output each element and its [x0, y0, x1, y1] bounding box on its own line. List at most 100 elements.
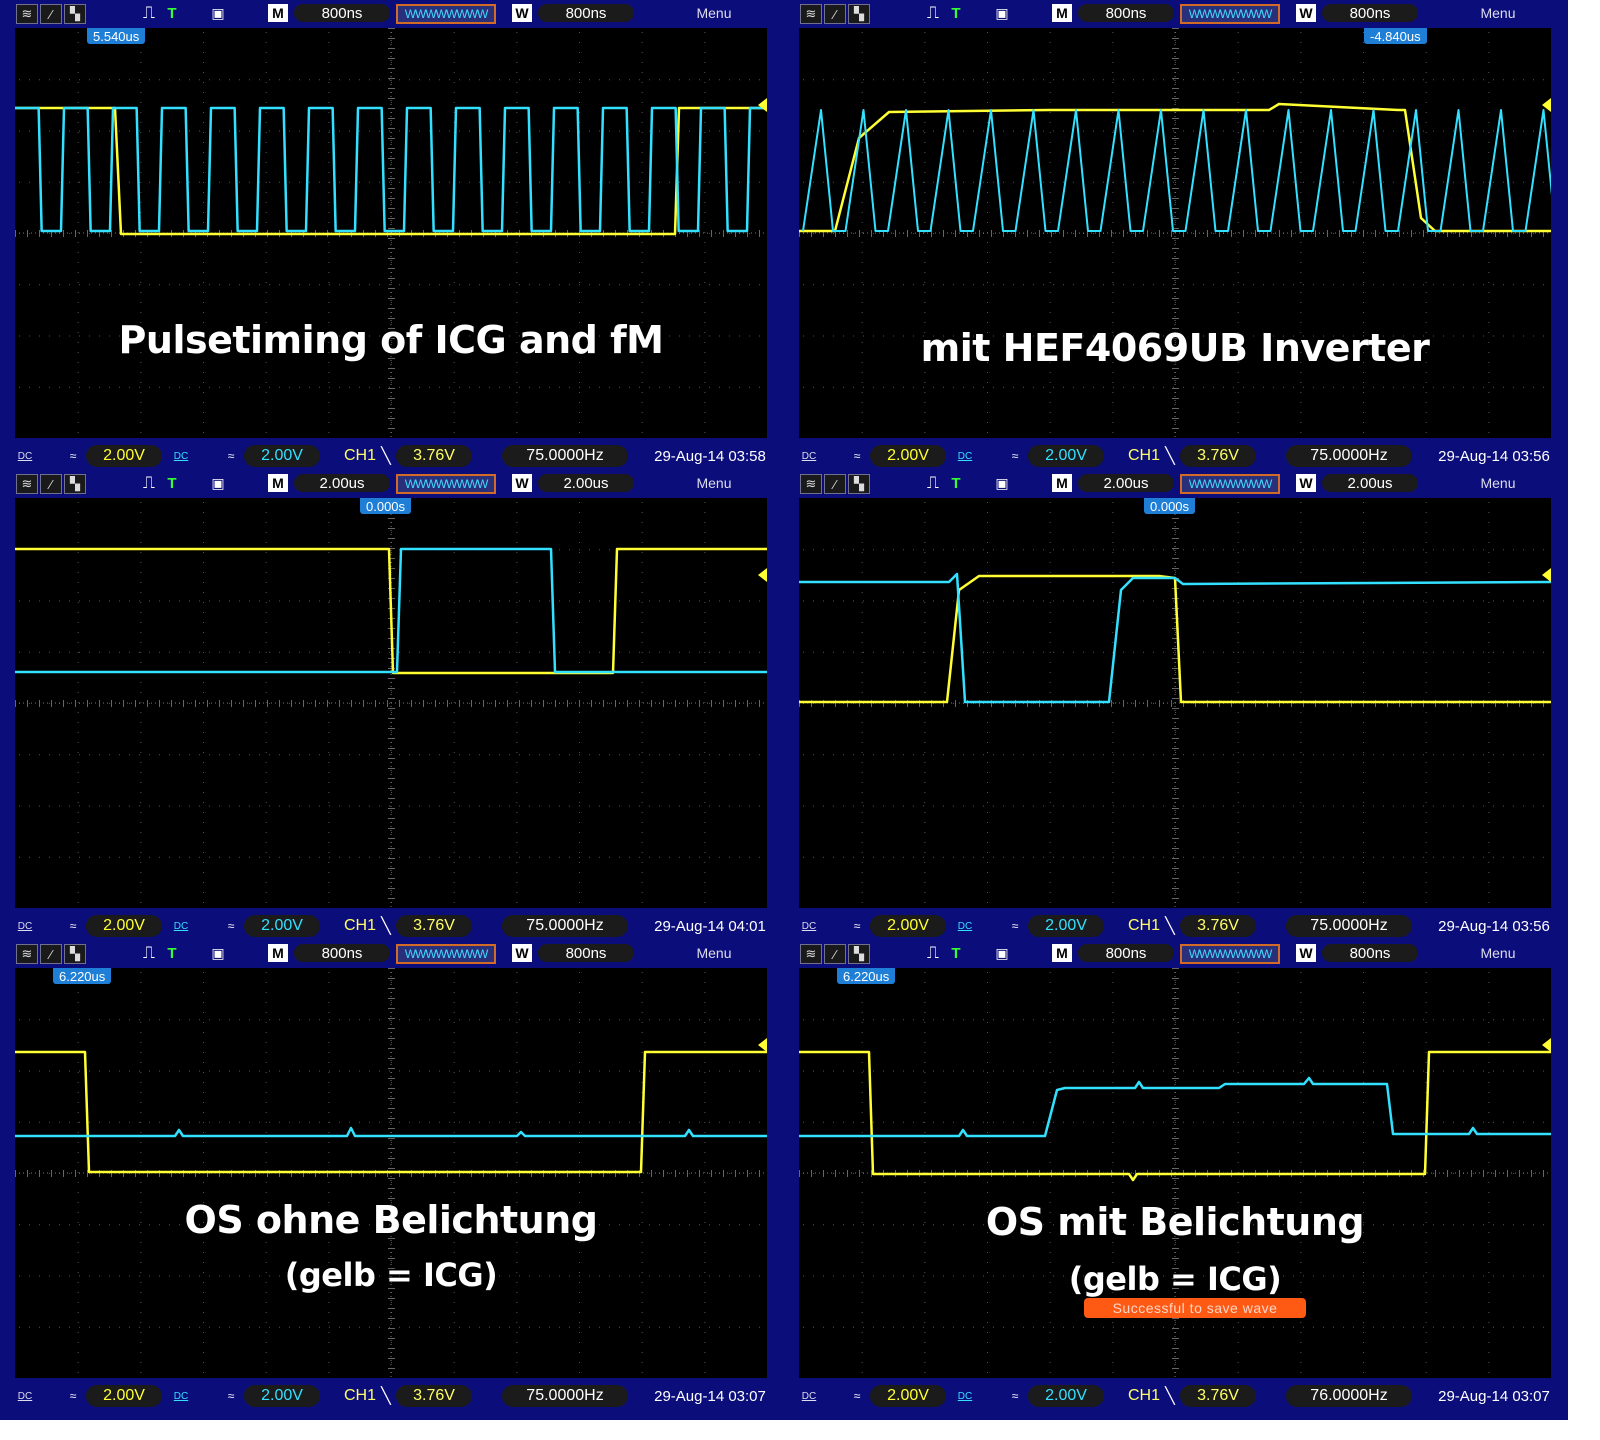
- memory-M-icon[interactable]: M: [268, 474, 288, 492]
- waveform-icon[interactable]: WWWWWWWW: [396, 4, 496, 24]
- memory-M-icon[interactable]: M: [268, 4, 288, 22]
- trigger-time-marker[interactable]: 6.220us: [837, 968, 896, 984]
- ch1-volts[interactable]: 2.00V: [86, 1385, 162, 1407]
- trigger-T-icon[interactable]: T: [167, 474, 177, 492]
- trigger-pulse-icon[interactable]: ⎍: [143, 3, 155, 22]
- trigger-level[interactable]: 3.76V: [396, 1385, 472, 1407]
- trigger-level[interactable]: 3.76V: [1180, 1385, 1256, 1407]
- m-timebase[interactable]: 800ns: [1078, 944, 1174, 962]
- scope-screen[interactable]: 5.540us Pulsetiming of ICG and fM: [15, 28, 767, 438]
- trigger-edge-icon[interactable]: ╲: [1165, 918, 1175, 935]
- window-W-icon[interactable]: W: [512, 474, 532, 492]
- window-W-icon[interactable]: W: [1296, 474, 1316, 492]
- ch1-coupling-icon[interactable]: DC: [801, 450, 817, 462]
- ch1-coupling-icon[interactable]: DC: [17, 1390, 33, 1402]
- fft-icon[interactable]: ▚: [64, 944, 86, 964]
- trigger-T-icon[interactable]: T: [167, 4, 177, 22]
- menu-button[interactable]: Menu: [1470, 4, 1526, 22]
- scope-screen[interactable]: 0.000s Pulsetiming of ICG and SH: [15, 498, 767, 908]
- trigger-T-icon[interactable]: T: [167, 944, 177, 962]
- ch2-volts[interactable]: 2.00V: [1028, 1385, 1104, 1407]
- ch1-offset-arrow-icon[interactable]: [1542, 98, 1551, 112]
- ch2-volts[interactable]: 2.00V: [1028, 445, 1104, 467]
- menu-button[interactable]: Menu: [1470, 944, 1526, 962]
- channel-wave-icon[interactable]: ≋: [800, 944, 822, 964]
- ch2-bw-icon[interactable]: ≈: [1011, 1389, 1019, 1403]
- trigger-level[interactable]: 3.76V: [1180, 445, 1256, 467]
- channel-wave-icon[interactable]: ≋: [16, 4, 38, 24]
- trigger-edge-icon[interactable]: ╲: [1165, 1388, 1175, 1405]
- trigger-edge-icon[interactable]: ╲: [1165, 448, 1175, 465]
- memory-M-icon[interactable]: M: [1052, 4, 1072, 22]
- trigger-source[interactable]: CH1: [342, 915, 378, 937]
- ch2-volts[interactable]: 2.00V: [244, 445, 320, 467]
- fft-icon[interactable]: ▚: [64, 474, 86, 494]
- window-W-icon[interactable]: W: [512, 4, 532, 22]
- ch2-volts[interactable]: 2.00V: [1028, 915, 1104, 937]
- math-icon[interactable]: ∕: [824, 944, 846, 964]
- channel-wave-icon[interactable]: ≋: [800, 474, 822, 494]
- ch1-offset-arrow-icon[interactable]: [1542, 1038, 1551, 1052]
- ch2-bw-icon[interactable]: ≈: [1011, 919, 1019, 933]
- trigger-source[interactable]: CH1: [1126, 1385, 1162, 1407]
- ch2-coupling-icon[interactable]: DC: [957, 450, 973, 462]
- m-timebase[interactable]: 800ns: [1078, 4, 1174, 22]
- trigger-source[interactable]: CH1: [342, 1385, 378, 1407]
- trigger-source[interactable]: CH1: [342, 445, 378, 467]
- ch2-bw-icon[interactable]: ≈: [227, 1389, 235, 1403]
- math-icon[interactable]: ∕: [824, 474, 846, 494]
- ch1-offset-arrow-icon[interactable]: [758, 98, 767, 112]
- save-disk-icon[interactable]: ▣: [211, 4, 225, 21]
- trigger-time-marker[interactable]: 0.000s: [1144, 498, 1196, 514]
- scope-screen[interactable]: 6.220us OS ohne Belichtung (gelb = ICG): [15, 968, 767, 1378]
- ch2-bw-icon[interactable]: ≈: [227, 919, 235, 933]
- trigger-edge-icon[interactable]: ╲: [381, 918, 391, 935]
- w-timebase[interactable]: 2.00us: [538, 474, 634, 492]
- w-timebase[interactable]: 800ns: [1322, 944, 1418, 962]
- save-disk-icon[interactable]: ▣: [211, 944, 225, 961]
- fft-icon[interactable]: ▚: [848, 474, 870, 494]
- ch2-volts[interactable]: 2.00V: [244, 1385, 320, 1407]
- menu-button[interactable]: Menu: [686, 4, 742, 22]
- trigger-edge-icon[interactable]: ╲: [381, 448, 391, 465]
- memory-M-icon[interactable]: M: [1052, 474, 1072, 492]
- fft-icon[interactable]: ▚: [64, 4, 86, 24]
- ch1-coupling-icon[interactable]: DC: [17, 920, 33, 932]
- ch2-volts[interactable]: 2.00V: [244, 915, 320, 937]
- scope-screen[interactable]: 0.000s mit HEF4069UB Inverter CH1 vertic…: [799, 498, 1551, 908]
- ch1-coupling-icon[interactable]: DC: [801, 920, 817, 932]
- fft-icon[interactable]: ▚: [848, 4, 870, 24]
- w-timebase[interactable]: 800ns: [538, 4, 634, 22]
- waveform-icon[interactable]: WWWWWWWW: [396, 944, 496, 964]
- trigger-level[interactable]: 3.76V: [396, 915, 472, 937]
- memory-M-icon[interactable]: M: [1052, 944, 1072, 962]
- trigger-source[interactable]: CH1: [1126, 445, 1162, 467]
- ch2-coupling-icon[interactable]: DC: [957, 920, 973, 932]
- ch1-offset-arrow-icon[interactable]: [1542, 568, 1551, 582]
- save-disk-icon[interactable]: ▣: [211, 474, 225, 491]
- trigger-time-marker[interactable]: 6.220us: [53, 968, 112, 984]
- ch1-bw-icon[interactable]: ≈: [853, 919, 861, 933]
- channel-wave-icon[interactable]: ≋: [800, 4, 822, 24]
- math-icon[interactable]: ∕: [40, 944, 62, 964]
- channel-wave-icon[interactable]: ≋: [16, 944, 38, 964]
- ch1-volts[interactable]: 2.00V: [86, 445, 162, 467]
- waveform-icon[interactable]: WWWWWWWW: [396, 474, 496, 494]
- m-timebase[interactable]: 800ns: [294, 4, 390, 22]
- ch2-coupling-icon[interactable]: DC: [957, 1390, 973, 1402]
- ch1-bw-icon[interactable]: ≈: [69, 449, 77, 463]
- channel-wave-icon[interactable]: ≋: [16, 474, 38, 494]
- ch1-bw-icon[interactable]: ≈: [853, 449, 861, 463]
- ch1-volts[interactable]: 2.00V: [86, 915, 162, 937]
- ch1-volts[interactable]: 2.00V: [870, 445, 946, 467]
- fft-icon[interactable]: ▚: [848, 944, 870, 964]
- save-disk-icon[interactable]: ▣: [995, 474, 1009, 491]
- ch2-coupling-icon[interactable]: DC: [173, 1390, 189, 1402]
- menu-button[interactable]: Menu: [1470, 474, 1526, 492]
- math-icon[interactable]: ∕: [824, 4, 846, 24]
- menu-button[interactable]: Menu: [686, 474, 742, 492]
- memory-M-icon[interactable]: M: [268, 944, 288, 962]
- ch1-volts[interactable]: 2.00V: [870, 915, 946, 937]
- ch1-offset-arrow-icon[interactable]: [758, 568, 767, 582]
- ch2-coupling-icon[interactable]: DC: [173, 920, 189, 932]
